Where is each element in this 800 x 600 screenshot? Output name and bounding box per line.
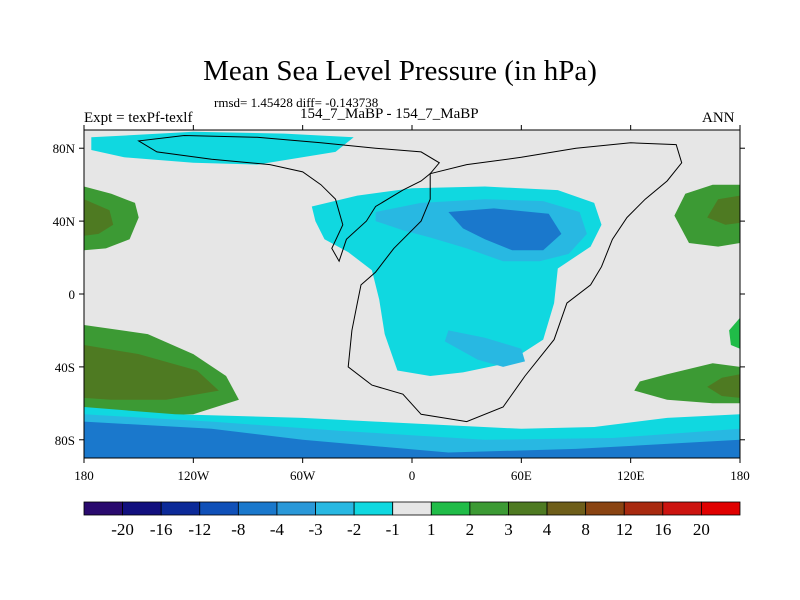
x-tick-label: 120W	[177, 468, 210, 483]
colorbar-label: 8	[581, 520, 590, 539]
colorbar-label: -1	[386, 520, 400, 539]
y-tick-label: 40N	[53, 214, 76, 229]
colorbar-swatch	[122, 501, 162, 516]
colorbar-label: 1	[427, 520, 436, 539]
colorbar-swatch	[199, 501, 239, 516]
season-label: ANN	[702, 110, 735, 126]
colorbar-swatch	[353, 501, 394, 516]
colorbar-swatch	[160, 501, 201, 516]
coastlines	[137, 134, 683, 423]
colorbar-label: 20	[693, 520, 710, 539]
colorbar-label: 2	[466, 520, 475, 539]
colorbar-label: 16	[654, 520, 671, 539]
colorbar-swatch	[392, 501, 432, 516]
region-southern-low	[444, 330, 525, 367]
colorbar-label: -12	[188, 520, 211, 539]
region-north-atlantic-high-core	[707, 195, 740, 225]
coastline-eastern-continent	[347, 142, 683, 423]
colorbar-swatch	[276, 501, 316, 516]
colorbar-swatch	[237, 501, 278, 516]
y-tick-label: 80S	[55, 433, 75, 448]
colorbar-label: -2	[347, 520, 361, 539]
colorbar-label: -20	[111, 520, 134, 539]
x-tick-label: 180	[730, 468, 750, 483]
colorbar-swatch	[701, 501, 741, 516]
colorbar-label: -3	[308, 520, 322, 539]
comparison-label: 154_7_MaBP - 154_7_MaBP	[300, 106, 479, 122]
colorbar-swatch	[623, 501, 664, 516]
contour-regions	[84, 131, 740, 458]
region-east-coast-high-south	[729, 317, 740, 349]
x-tick-label: 60E	[511, 468, 532, 483]
region-south-atlantic-high	[634, 363, 740, 404]
experiment-label: Expt = texPf-texlf	[84, 110, 193, 126]
x-tick-label: 60W	[290, 468, 316, 483]
region-south-atlantic-high-core	[707, 374, 740, 398]
coastline-western-continent	[137, 134, 441, 263]
colorbar-swatch	[508, 501, 548, 516]
colorbar-swatch	[83, 501, 123, 516]
colorbar-swatch	[546, 501, 587, 516]
region-north-pacific-high-core	[84, 199, 114, 236]
colorbar-swatch	[585, 501, 625, 516]
colorbar-label: -8	[231, 520, 245, 539]
colorbar-label: 3	[504, 520, 513, 539]
stats-label: rmsd= 1.45428 diff= -0.143738	[214, 95, 379, 110]
map-axes: 180 120W 60W 0 60E 120E 180 80N 40N 0 40S 80S	[53, 125, 750, 483]
region-south-pacific-high-core	[84, 345, 219, 400]
x-tick-label: 0	[409, 468, 416, 483]
map-title: Mean Sea Level Pressure (in hPa)	[203, 55, 597, 87]
colorbar-swatch	[469, 501, 509, 516]
region-antarctic-low-band-core	[84, 421, 740, 458]
colorbar-label: 4	[543, 520, 552, 539]
x-tick-label: 180	[74, 468, 94, 483]
region-central-low-core	[448, 208, 562, 251]
colorbar-swatch	[315, 501, 355, 516]
colorbar-label: -16	[150, 520, 173, 539]
colorbar-label: -4	[270, 520, 285, 539]
x-tick-label: 120E	[617, 468, 645, 483]
colorbar-swatch	[430, 501, 471, 516]
colorbar: -20 -16 -12 -8 -4 -3 -2 -1 1 2 3 4 8 12 16 20	[83, 501, 741, 539]
colorbar-swatch	[662, 501, 702, 516]
colorbar-label: 12	[616, 520, 633, 539]
y-tick-label: 0	[69, 287, 76, 302]
y-tick-label: 80N	[53, 141, 76, 156]
y-tick-label: 40S	[55, 360, 75, 375]
